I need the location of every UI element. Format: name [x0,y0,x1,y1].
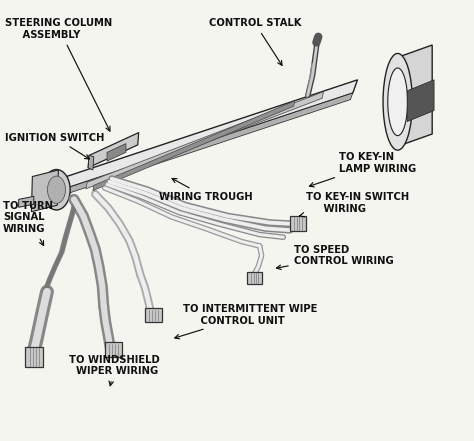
Text: TO KEY-IN
LAMP WIRING: TO KEY-IN LAMP WIRING [310,152,416,187]
Polygon shape [18,196,34,207]
Ellipse shape [43,169,70,210]
FancyBboxPatch shape [105,342,122,357]
Polygon shape [407,80,434,122]
Polygon shape [88,133,139,168]
Text: STEERING COLUMN
     ASSEMBLY: STEERING COLUMN ASSEMBLY [5,18,113,131]
Text: TO KEY-IN SWITCH
     WIRING: TO KEY-IN SWITCH WIRING [300,192,409,217]
FancyBboxPatch shape [145,308,162,322]
Polygon shape [55,80,357,192]
Ellipse shape [383,53,412,150]
Polygon shape [93,101,295,191]
Text: TO SPEED
CONTROL WIRING: TO SPEED CONTROL WIRING [276,245,393,269]
Ellipse shape [388,68,408,136]
Polygon shape [86,92,323,189]
Polygon shape [107,144,126,161]
Polygon shape [53,93,353,198]
Text: CONTROL STALK: CONTROL STALK [209,18,301,65]
Text: IGNITION SWITCH: IGNITION SWITCH [5,133,105,159]
Polygon shape [398,45,432,146]
Polygon shape [88,155,94,170]
Text: WIRING TROUGH: WIRING TROUGH [159,179,253,202]
Polygon shape [31,170,58,212]
FancyBboxPatch shape [290,216,306,232]
Text: TO WINDSHIELD
  WIPER WIRING: TO WINDSHIELD WIPER WIRING [69,355,160,386]
Text: TO INTERMITTENT WIPE
     CONTROL UNIT: TO INTERMITTENT WIPE CONTROL UNIT [175,304,317,339]
FancyBboxPatch shape [25,347,43,367]
Text: TO TURN
SIGNAL
WIRING: TO TURN SIGNAL WIRING [3,201,53,246]
Ellipse shape [47,176,65,203]
FancyBboxPatch shape [247,272,262,284]
